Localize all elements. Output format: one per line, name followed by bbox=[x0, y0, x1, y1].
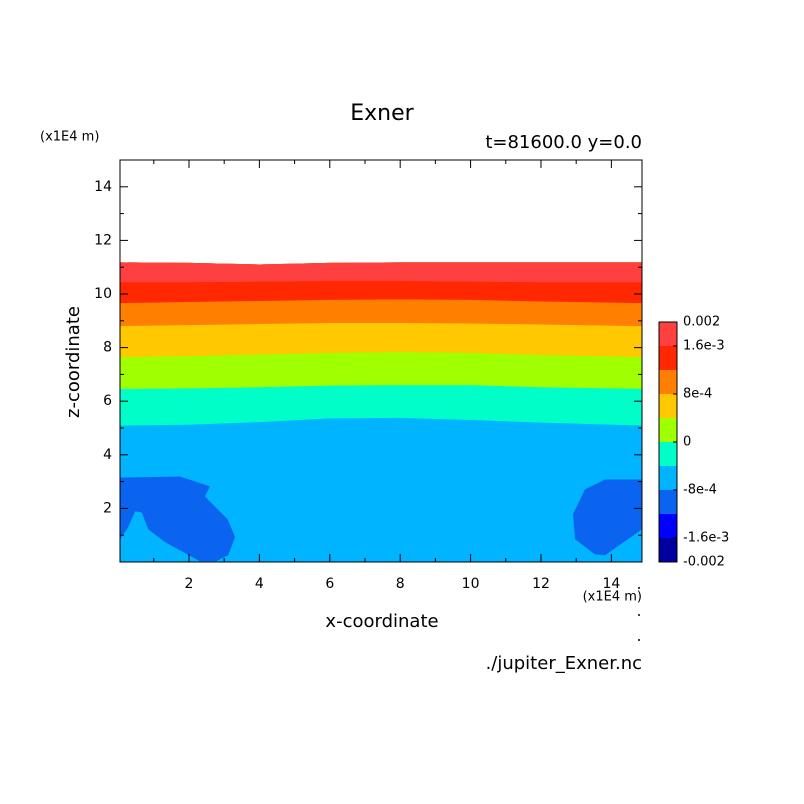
contour-region bbox=[120, 476, 236, 562]
colorbar-swatch bbox=[659, 346, 677, 370]
colorbar-swatch bbox=[659, 490, 677, 514]
chart-title: Exner bbox=[350, 101, 414, 126]
x-tick-label: 8 bbox=[396, 576, 405, 592]
colorbar-swatch bbox=[659, 370, 677, 394]
plot-frame bbox=[119, 159, 643, 563]
colorbar-swatch bbox=[659, 394, 677, 418]
colorbar-tick-label: -0.002 bbox=[683, 555, 725, 570]
footer: ./jupiter_Exner.nc bbox=[486, 653, 642, 674]
x-unit: (x1E4 m) bbox=[583, 590, 642, 605]
colorbar-tick-label: 0 bbox=[683, 435, 691, 450]
x-tick-label: 6 bbox=[325, 576, 334, 592]
y-tick-label: 6 bbox=[103, 393, 112, 409]
y-tick-label: 4 bbox=[103, 447, 112, 463]
x-tick-label: 12 bbox=[532, 576, 550, 592]
x-tick-label: 10 bbox=[462, 576, 480, 592]
dot bbox=[638, 587, 640, 589]
colorbar-swatch bbox=[659, 322, 677, 346]
contour-band bbox=[120, 262, 642, 283]
y-unit: (x1E4 m) bbox=[40, 130, 99, 145]
y-tick-label: 10 bbox=[94, 286, 112, 302]
dot bbox=[638, 639, 640, 641]
chart-subtitle: t=81600.0 y=0.0 bbox=[485, 132, 642, 153]
y-tick-label: 8 bbox=[103, 340, 112, 356]
colorbar-tick-label: 1.6e-3 bbox=[683, 339, 725, 354]
colorbar-tick-label: 0.002 bbox=[683, 315, 720, 330]
x-tick-label: 14 bbox=[602, 576, 620, 592]
colorbar-tick-label: -1.6e-3 bbox=[683, 531, 729, 546]
dot bbox=[638, 614, 640, 616]
contour-region bbox=[573, 479, 642, 556]
y-tick-label: 14 bbox=[94, 179, 112, 195]
y-axis-label: z-coordinate bbox=[63, 306, 84, 418]
colorbar-swatch bbox=[659, 442, 677, 466]
x-tick-label: 4 bbox=[255, 576, 264, 592]
x-axis-label: x-coordinate bbox=[325, 611, 438, 632]
x-tick-label: 2 bbox=[185, 576, 194, 592]
colorbar-tick-label: 8e-4 bbox=[683, 387, 712, 402]
colorbar-swatch bbox=[659, 514, 677, 538]
colorbar-swatch bbox=[659, 418, 677, 442]
colorbar-swatch bbox=[659, 538, 677, 562]
y-tick-label: 12 bbox=[94, 232, 112, 248]
y-tick-label: 2 bbox=[103, 500, 112, 516]
colorbar-swatch bbox=[659, 466, 677, 490]
colorbar-tick-label: -8e-4 bbox=[683, 483, 717, 498]
